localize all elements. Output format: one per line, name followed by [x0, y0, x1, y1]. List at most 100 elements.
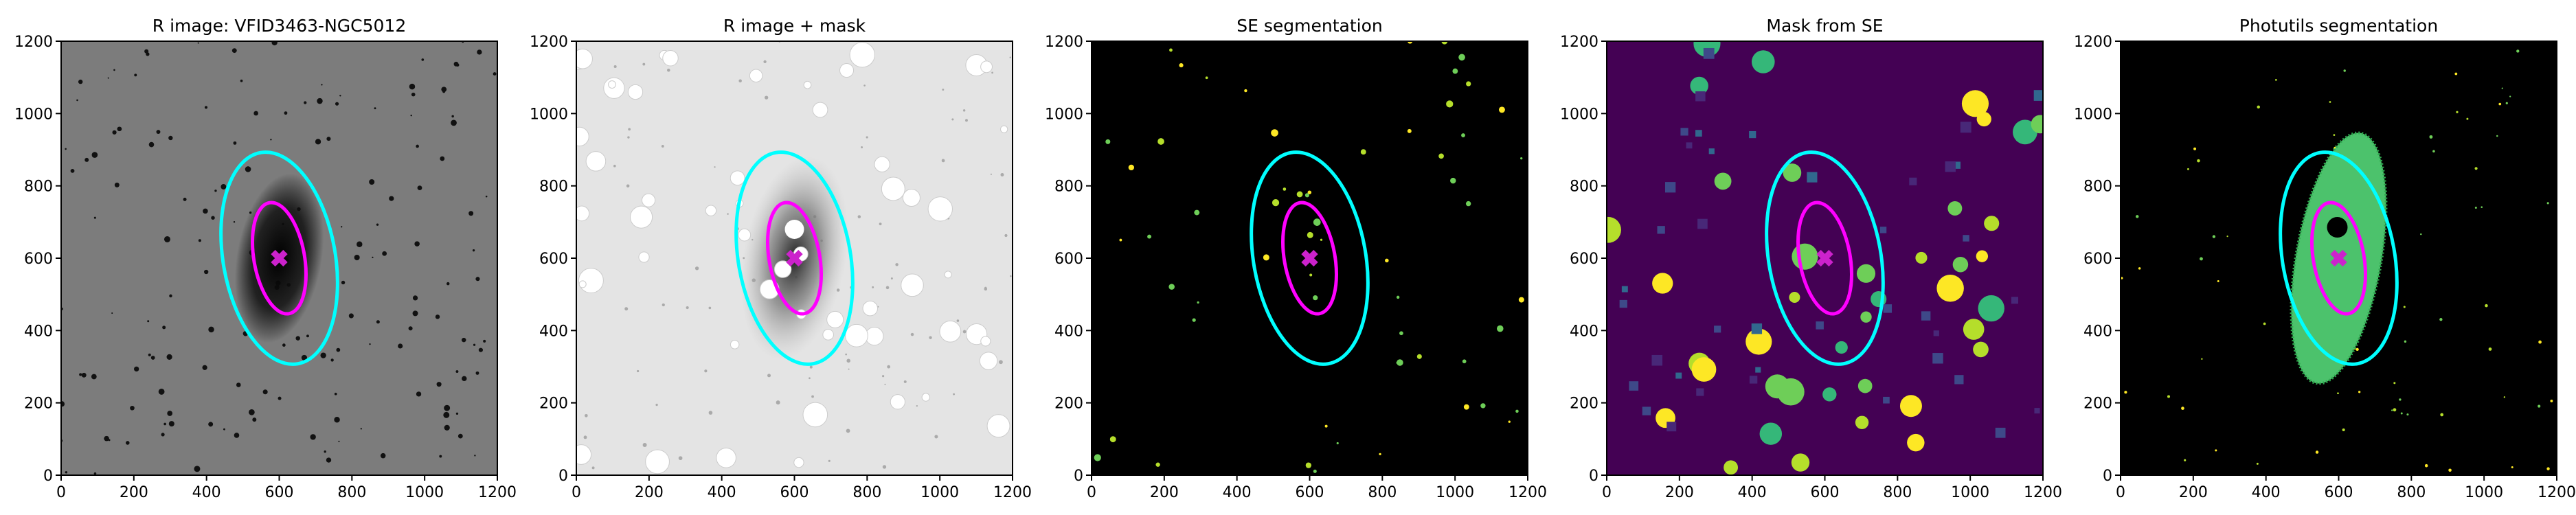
segment — [2184, 459, 2187, 461]
star — [686, 306, 689, 310]
star — [435, 314, 440, 319]
star — [341, 226, 343, 228]
star — [872, 286, 874, 288]
segment — [2329, 101, 2331, 103]
segment — [2546, 202, 2549, 205]
y-tick-label: 400 — [2083, 323, 2112, 340]
star — [208, 326, 214, 333]
mask-blob — [862, 300, 879, 317]
y-tick-label: 0 — [43, 468, 53, 485]
mask-blob — [585, 151, 607, 172]
segment — [2333, 134, 2336, 137]
x-tick-label: 1200 — [478, 484, 517, 501]
mask-blob — [1759, 422, 1783, 445]
segment — [1307, 231, 1313, 238]
x-tick-label: 200 — [2179, 484, 2208, 501]
mask-box — [1675, 372, 1682, 379]
y-tick-label: 200 — [2083, 396, 2112, 413]
y-tick-label: 800 — [1570, 179, 1598, 196]
mask-blob — [1915, 251, 1928, 264]
y-tick-label: 1000 — [2074, 106, 2112, 123]
segment — [2197, 159, 2200, 163]
y-tick-label: 1200 — [530, 34, 568, 51]
star — [485, 195, 488, 198]
star — [167, 411, 173, 416]
star — [348, 313, 354, 319]
mask-box — [1933, 330, 1939, 336]
mask-blob — [1978, 295, 2004, 322]
mask-box — [1619, 299, 1627, 308]
segment — [2399, 398, 2402, 401]
mask-blob — [1751, 50, 1775, 73]
star — [591, 466, 595, 470]
star — [233, 220, 236, 223]
star — [613, 65, 617, 69]
mask-blob — [874, 156, 890, 172]
mask-box — [1703, 47, 1715, 59]
star — [828, 459, 831, 462]
segment — [2337, 392, 2339, 395]
mask-blob — [1984, 216, 2000, 231]
mask-box — [1879, 227, 1887, 233]
x-tick-label: 200 — [1150, 484, 1179, 501]
star — [984, 287, 988, 291]
mask-blob — [822, 329, 834, 341]
image — [1092, 41, 1528, 475]
y-tick-label: 600 — [1570, 251, 1598, 268]
segment — [2538, 340, 2542, 344]
star — [112, 130, 117, 135]
aperture-ellipse — [1250, 150, 1370, 366]
star — [461, 337, 466, 343]
mask-blob — [1783, 163, 1802, 182]
mask-box — [1954, 375, 1964, 385]
x-tick-label: 1200 — [1509, 484, 1547, 501]
star — [150, 356, 155, 360]
star — [107, 77, 109, 79]
mask-blob — [1961, 90, 1989, 117]
mask-blob — [1976, 111, 1991, 127]
segment — [2406, 413, 2409, 416]
y-tick-label: 800 — [1054, 179, 1083, 196]
star — [477, 49, 482, 55]
segment — [1441, 41, 1448, 45]
mask-blob — [845, 323, 868, 347]
y-tick-label: 0 — [2103, 468, 2112, 485]
segment — [2424, 464, 2428, 468]
x-tick-label: 1000 — [405, 484, 444, 501]
y-tick-label: 400 — [24, 323, 53, 340]
star — [338, 440, 340, 442]
mask-box — [2034, 408, 2040, 414]
mask-blob — [1691, 357, 1717, 382]
segment — [1407, 128, 1412, 133]
star — [636, 369, 640, 373]
segment — [1399, 331, 1403, 336]
aperture-ellipse — [1796, 201, 1854, 316]
star — [895, 263, 899, 266]
mask-blob — [1652, 273, 1673, 294]
star — [334, 417, 340, 423]
star — [76, 99, 78, 102]
star — [809, 365, 813, 369]
star — [962, 109, 966, 112]
star — [204, 269, 209, 275]
mask-box — [1963, 235, 1969, 242]
segment — [2432, 150, 2435, 153]
segment — [2315, 450, 2319, 454]
star — [320, 352, 326, 358]
star — [414, 241, 420, 247]
star — [990, 173, 992, 175]
star — [310, 434, 316, 440]
segment — [1244, 89, 1247, 93]
mask-blob — [749, 69, 763, 82]
star — [474, 455, 476, 457]
segment — [2439, 318, 2443, 321]
mask-blob — [1860, 311, 1872, 323]
segment — [1520, 157, 1523, 160]
mask-blob — [1690, 76, 1708, 95]
segment — [2503, 396, 2506, 398]
aperture-ellipse — [250, 201, 308, 316]
x-tick-label: 200 — [635, 484, 664, 501]
star — [845, 353, 847, 356]
segment — [2124, 391, 2127, 394]
star — [81, 372, 87, 378]
